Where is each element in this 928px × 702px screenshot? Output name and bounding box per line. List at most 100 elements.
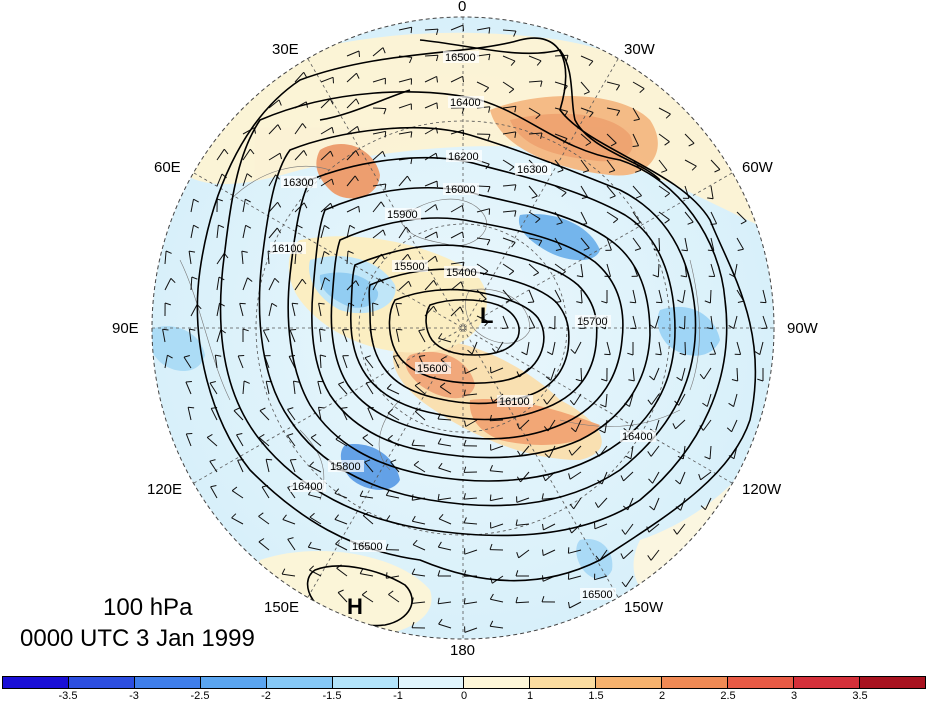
wind-barb-flag <box>188 406 195 409</box>
wind-barb-flag <box>460 281 464 288</box>
wind-barb-flag <box>274 277 280 283</box>
wind-barb-flag <box>292 302 299 305</box>
colorbar-tick-label: 2 <box>658 690 666 702</box>
wind-barb <box>336 567 348 577</box>
wind-barb-flag <box>463 493 466 500</box>
wind-barb <box>528 263 540 274</box>
wind-barb-flag <box>462 25 464 32</box>
wind-barb-flag <box>206 433 213 438</box>
wind-barb-flag <box>575 378 582 382</box>
wind-barb-flag <box>609 195 616 199</box>
wind-barb <box>502 237 516 243</box>
wind-barb-flag <box>183 355 190 358</box>
wind-barb <box>309 569 322 577</box>
wind-barb <box>629 393 634 407</box>
wind-barb-flag <box>616 110 621 117</box>
wind-barb <box>554 289 562 302</box>
wind-barb <box>490 497 504 502</box>
wind-barb-flag <box>467 349 473 355</box>
wind-barb <box>214 355 218 369</box>
wind-barb <box>654 315 660 329</box>
wind-barb-flag <box>324 277 331 282</box>
wind-barb <box>548 445 556 458</box>
wind-barb-flag <box>189 250 196 253</box>
wind-barb-flag <box>678 326 685 330</box>
lon-label-120w: 120W <box>742 481 782 498</box>
wind-barb-flag <box>510 60 516 66</box>
wind-barb <box>450 75 463 83</box>
wind-barb-flag <box>246 173 253 178</box>
colorbar-tick-label: 1 <box>526 690 534 702</box>
wind-barb-flag <box>528 327 535 329</box>
wind-barb-flag <box>582 170 589 173</box>
wind-barb <box>476 208 490 213</box>
wind-barb <box>398 78 412 83</box>
wind-barb-flag <box>544 453 550 459</box>
colorbar-cell <box>265 677 332 688</box>
wind-barb <box>684 211 694 223</box>
wind-barb <box>658 107 671 115</box>
wind-barb <box>361 594 374 603</box>
wind-barb-flag <box>215 354 222 357</box>
wind-barb <box>320 98 331 109</box>
wind-barb <box>346 205 359 213</box>
wind-barb <box>289 459 296 473</box>
wind-barb <box>684 315 686 330</box>
wind-barb <box>580 211 588 224</box>
wind-barb <box>424 54 439 57</box>
wind-barb <box>528 80 543 83</box>
wind-barb <box>632 107 641 120</box>
wind-barb-flag <box>231 486 238 492</box>
wind-barb-flag <box>665 113 671 119</box>
wind-barb-flag <box>737 300 744 303</box>
wind-barb-flag <box>359 490 364 497</box>
wind-barb-flag <box>386 383 392 389</box>
wind-barb <box>502 184 516 187</box>
lon-label-30e: 30E <box>272 41 299 58</box>
contour-label: 15900 <box>387 209 418 221</box>
wind-barb-flag <box>615 84 621 91</box>
wind-barb-flag <box>728 402 734 408</box>
wind-barb-flag <box>217 198 223 202</box>
wind-barb-flag <box>531 195 538 199</box>
wind-barb <box>258 437 270 447</box>
wind-barb-flag <box>193 224 199 229</box>
wind-barb <box>268 227 278 239</box>
wind-barb <box>216 329 222 343</box>
wind-barb-flag <box>594 502 599 508</box>
wind-barb <box>216 277 220 291</box>
wind-barb <box>681 367 686 381</box>
wind-barb <box>319 354 322 369</box>
wind-barb <box>490 470 504 473</box>
wind-barb-flag <box>570 427 576 433</box>
colorbar-cell <box>793 677 859 688</box>
wind-barb <box>632 133 640 147</box>
wind-barb <box>606 185 616 197</box>
wind-barb-flag <box>277 124 282 131</box>
wind-barb-flag <box>271 302 278 307</box>
wind-barb-flag <box>489 620 494 627</box>
wind-barb <box>502 131 516 135</box>
wind-barb <box>286 435 296 447</box>
wind-barb-flag <box>277 202 282 208</box>
wind-barb <box>679 471 686 485</box>
wind-barb-flag <box>408 280 412 287</box>
wind-barb-flag <box>511 242 516 248</box>
wind-barb <box>210 408 218 421</box>
wind-barb <box>502 29 517 32</box>
wind-barb-flag <box>410 158 413 165</box>
wind-barb <box>190 225 194 239</box>
wind-barb-flag <box>418 329 425 332</box>
wind-barb <box>658 185 670 194</box>
wind-barb-flag <box>538 240 543 246</box>
wind-barb <box>362 437 374 447</box>
wind-barb <box>424 102 438 109</box>
wind-barb-flag <box>162 328 169 331</box>
wind-barb <box>437 418 452 421</box>
wind-barb-flag <box>383 108 387 115</box>
wind-barb <box>346 98 357 109</box>
wind-barb-flag <box>209 381 216 384</box>
wind-barb <box>568 575 582 580</box>
wind-barb <box>658 341 662 355</box>
